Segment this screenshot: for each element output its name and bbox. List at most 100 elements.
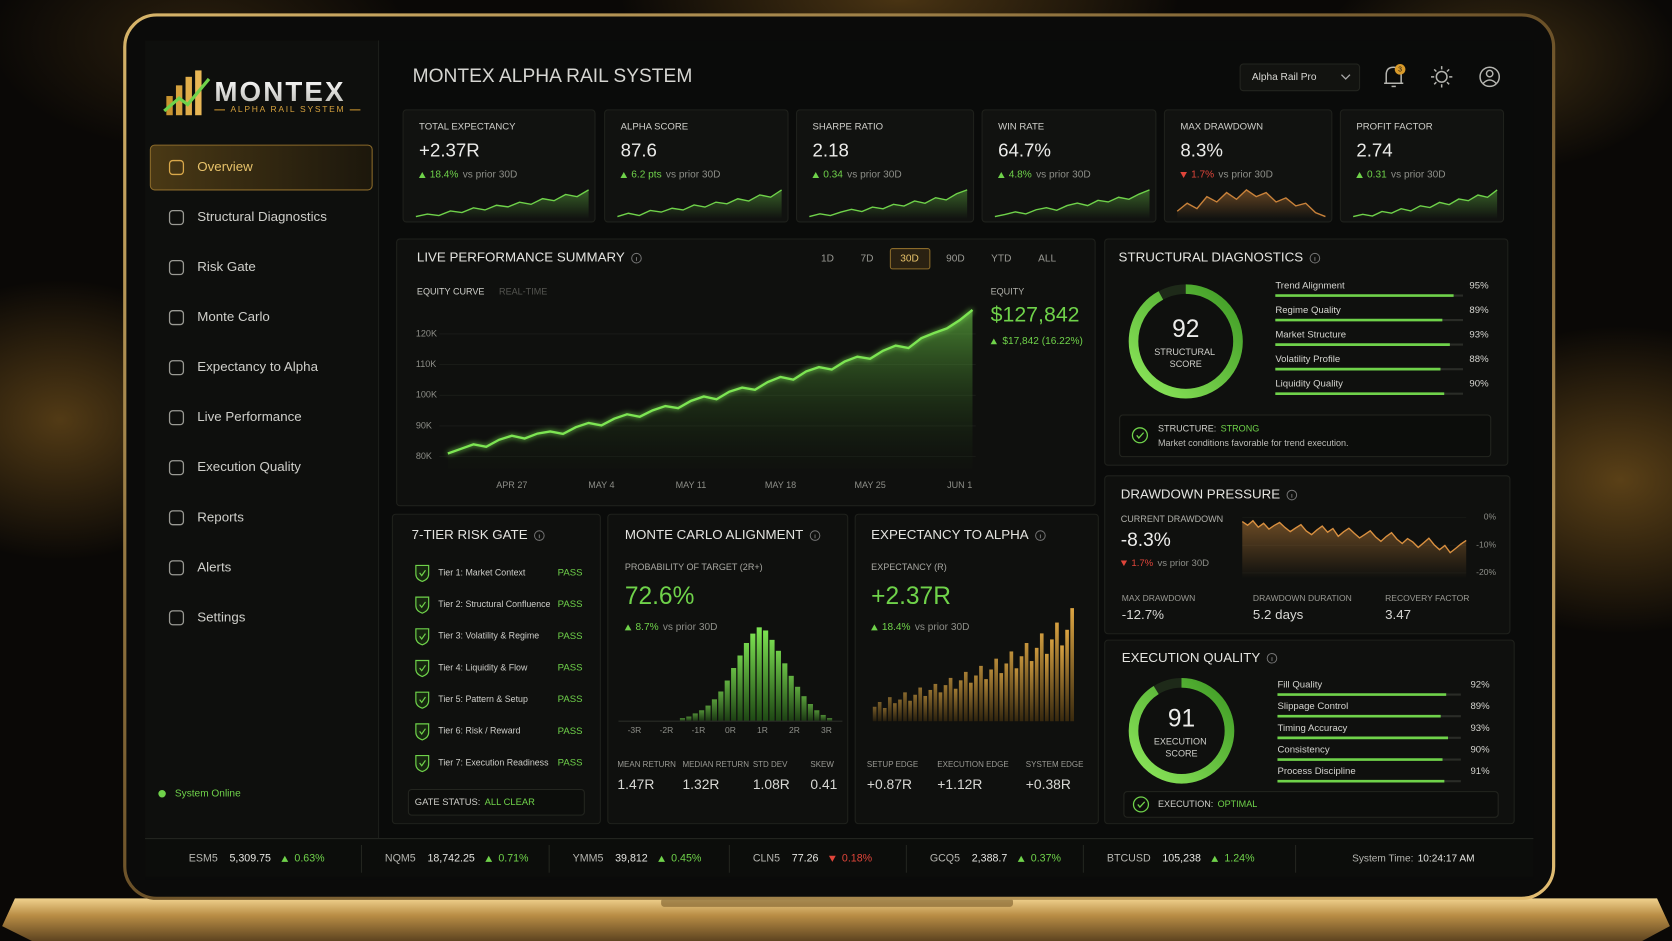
system-time-label: System Time: bbox=[1352, 854, 1413, 865]
x-tick-label: MAY 4 bbox=[588, 480, 614, 490]
panel-title: STRUCTURAL DIAGNOSTICS bbox=[1119, 250, 1304, 265]
nav-icon bbox=[168, 159, 185, 176]
tier-label: Tier 1: Market Context bbox=[438, 567, 526, 577]
histogram-bar bbox=[807, 704, 813, 722]
laptop-hinge bbox=[661, 898, 1014, 907]
expectancy-bar bbox=[1009, 651, 1014, 722]
nav-item[interactable]: Overview bbox=[197, 159, 253, 174]
ticker-price: 105,238 bbox=[1162, 853, 1201, 865]
nav-item[interactable]: Risk Gate bbox=[197, 259, 256, 274]
expectancy-bar bbox=[969, 682, 973, 722]
status-value: OPTIMAL bbox=[1218, 799, 1258, 809]
histogram-bar bbox=[756, 627, 762, 722]
status-note: Market conditions favorable for trend ex… bbox=[1158, 438, 1349, 448]
ticker-change: 0.18% bbox=[842, 853, 873, 865]
chart-tab[interactable]: EQUITY CURVE bbox=[417, 287, 485, 297]
expectancy-bar bbox=[1055, 622, 1059, 722]
nav-item[interactable]: Live Performance bbox=[197, 409, 301, 424]
expectancy-bar bbox=[898, 699, 902, 722]
metric-label: Timing Accuracy bbox=[1277, 723, 1347, 734]
nav-item[interactable]: Reports bbox=[197, 509, 244, 524]
theme-icon[interactable] bbox=[1431, 66, 1453, 88]
range-button[interactable]: 1D bbox=[821, 253, 834, 264]
user-icon[interactable] bbox=[1479, 66, 1501, 88]
panel-title: EXPECTANCY TO ALPHA bbox=[871, 527, 1029, 542]
stat-label: MEAN RETURN bbox=[617, 760, 676, 769]
account-name[interactable]: Alpha Rail Pro bbox=[1252, 72, 1317, 83]
brand-tagline: ALPHA RAIL SYSTEM bbox=[231, 104, 346, 114]
page-title: MONTEX ALPHA RAIL SYSTEM bbox=[413, 66, 693, 87]
compare: vs prior 30D bbox=[663, 622, 718, 633]
range-button[interactable]: 90D bbox=[946, 253, 965, 264]
stat-value: +0.87R bbox=[867, 776, 912, 792]
nav-item[interactable]: Structural Diagnostics bbox=[197, 209, 327, 224]
expectancy-bar bbox=[999, 673, 1004, 722]
metric-value: 88% bbox=[1469, 354, 1489, 365]
info-icon[interactable] bbox=[1286, 489, 1298, 501]
tier-label: Tier 6: Risk / Reward bbox=[438, 726, 520, 736]
tier-status: PASS bbox=[558, 663, 583, 674]
metric-value: 89% bbox=[1469, 305, 1489, 316]
nav-active-bg[interactable] bbox=[149, 144, 373, 191]
chart-tab[interactable]: REAL-TIME bbox=[499, 287, 547, 297]
range-active[interactable] bbox=[889, 248, 931, 270]
tier-label: Tier 2: Structural Confluence bbox=[438, 599, 550, 609]
info-icon[interactable] bbox=[809, 530, 821, 541]
kpi-label: WIN RATE bbox=[998, 121, 1044, 132]
change: 8.7% bbox=[636, 622, 659, 633]
metric-label: Process Discipline bbox=[1277, 766, 1355, 777]
expectancy-bar bbox=[1004, 663, 1009, 722]
metric-label: Trend Alignment bbox=[1275, 280, 1345, 291]
expectancy-bar bbox=[979, 665, 983, 722]
ticker-symbol: CLN5 bbox=[753, 853, 780, 865]
expectancy-bar bbox=[958, 680, 963, 722]
nav-icon bbox=[168, 260, 185, 276]
range-button[interactable]: YTD bbox=[991, 253, 1011, 264]
equity-area bbox=[447, 309, 973, 469]
range-button[interactable]: 30D bbox=[900, 253, 919, 264]
nav-item[interactable]: Monte Carlo bbox=[197, 309, 270, 324]
nav-item[interactable]: Expectancy to Alpha bbox=[197, 359, 318, 374]
metric-value: 93% bbox=[1470, 723, 1490, 734]
metric-value: 93% bbox=[1469, 330, 1489, 341]
range-button[interactable]: 7D bbox=[860, 253, 873, 264]
histogram-bar bbox=[750, 633, 756, 722]
gate-status-box bbox=[407, 788, 585, 816]
expectancy-bar bbox=[1045, 653, 1049, 722]
expectancy-bar bbox=[1024, 643, 1029, 722]
expectancy-bar bbox=[948, 677, 953, 722]
spark-area bbox=[415, 189, 589, 219]
check-mark bbox=[419, 664, 426, 672]
check-mark bbox=[1136, 432, 1145, 439]
histogram-bar bbox=[782, 663, 788, 722]
x-tick-label: JUN 1 bbox=[947, 480, 972, 490]
nav-item[interactable]: Execution Quality bbox=[197, 459, 301, 474]
histogram-bar bbox=[820, 714, 826, 722]
account-dropdown[interactable] bbox=[1239, 63, 1361, 92]
x-tick-label: -1R bbox=[692, 725, 706, 735]
nav-item[interactable]: Alerts bbox=[197, 559, 231, 574]
score-label: STRUCTURAL SCORE bbox=[1154, 348, 1217, 370]
kpi-value: 87.6 bbox=[621, 139, 657, 160]
info-icon[interactable] bbox=[631, 252, 642, 264]
info-icon[interactable] bbox=[534, 530, 545, 541]
ticker-change: 1.24% bbox=[1224, 853, 1255, 865]
stat-label: SETUP EDGE bbox=[867, 760, 918, 769]
nav-icon bbox=[168, 610, 185, 626]
ticker-symbol: ESM5 bbox=[189, 853, 218, 865]
nav-item[interactable]: Settings bbox=[197, 609, 245, 624]
range-button[interactable]: ALL bbox=[1038, 253, 1056, 264]
x-tick-label: 1R bbox=[757, 725, 768, 735]
expectancy-panel bbox=[854, 513, 1099, 825]
info-icon[interactable] bbox=[1266, 652, 1278, 664]
x-tick-label: 2R bbox=[789, 725, 800, 735]
arrow-up bbox=[997, 171, 1005, 178]
equity-label: EQUITY bbox=[991, 287, 1025, 297]
change: 1.7% bbox=[1131, 558, 1153, 569]
check-mark bbox=[419, 601, 426, 609]
metric-value: 90% bbox=[1470, 744, 1490, 755]
nav-icon bbox=[168, 209, 185, 226]
ticker-symbol: NQM5 bbox=[385, 853, 416, 865]
info-icon[interactable] bbox=[1035, 530, 1046, 541]
info-icon[interactable] bbox=[1309, 252, 1321, 264]
